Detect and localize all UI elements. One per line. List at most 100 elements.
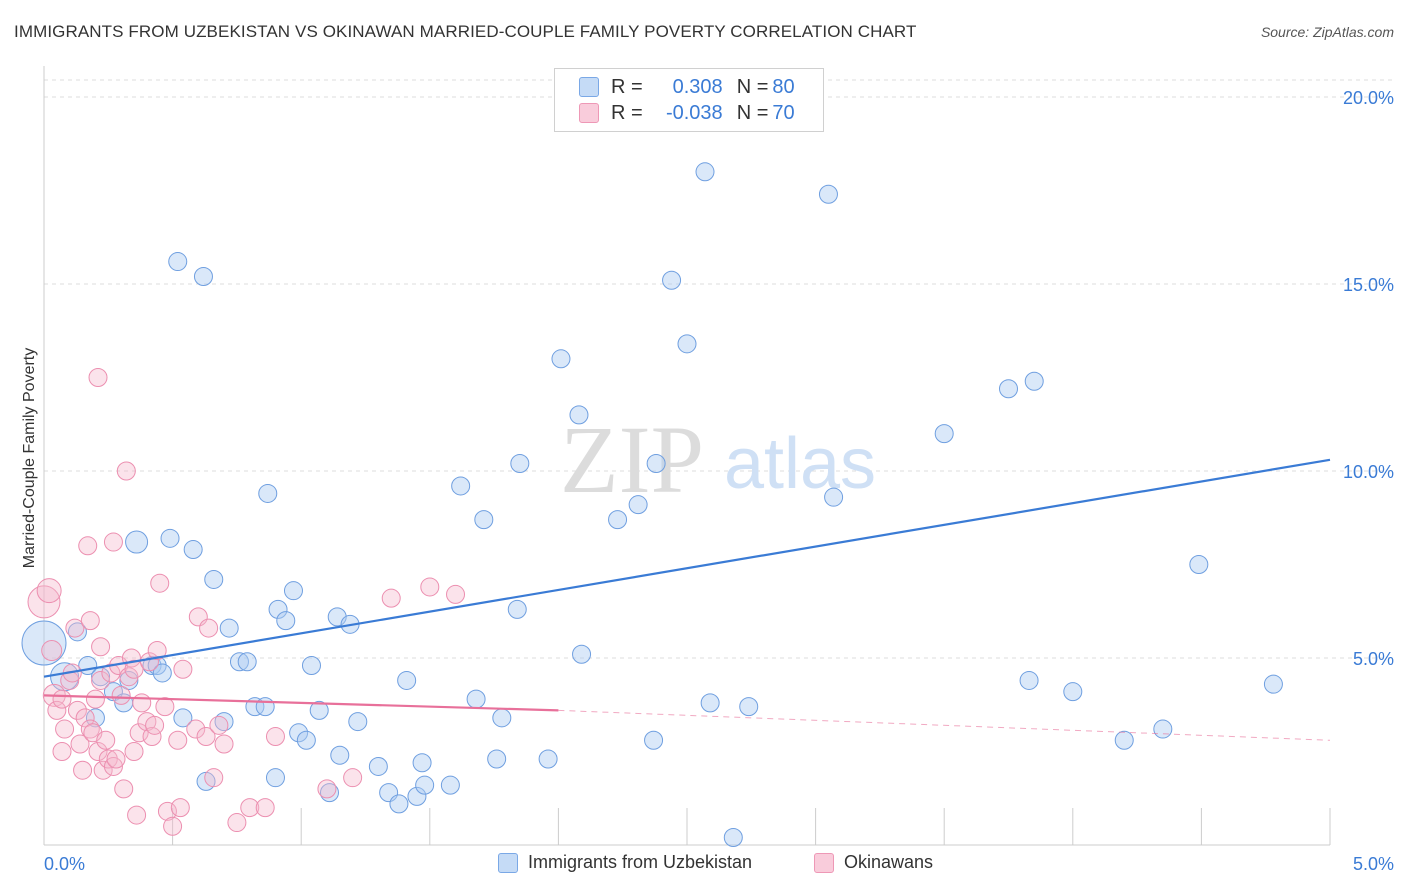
- data-point-okinawan: [129, 723, 149, 743]
- data-point-okinawan: [96, 730, 116, 750]
- data-point-uzbekistan: [319, 783, 339, 803]
- data-point-okinawan: [116, 461, 136, 481]
- data-point-okinawan: [41, 640, 63, 662]
- data-point-okinawan: [145, 715, 165, 735]
- data-point-uzbekistan: [440, 775, 460, 795]
- n-label: N =: [736, 75, 769, 98]
- data-point-okinawan: [317, 779, 337, 799]
- data-point-uzbekistan: [510, 454, 530, 474]
- data-point-uzbekistan: [160, 528, 180, 548]
- watermark: ZIP atlas: [560, 406, 876, 513]
- tick-label-layer: 5.0% 10.0% 15.0% 20.0% 0.0% 5.0%: [44, 88, 1394, 874]
- data-point-okinawan: [199, 618, 219, 638]
- data-point-okinawan: [255, 798, 275, 818]
- data-point-uzbekistan: [538, 749, 558, 769]
- data-point-okinawan: [209, 715, 229, 735]
- data-point-okinawan: [265, 727, 285, 747]
- data-point-okinawan: [147, 641, 167, 661]
- data-point-okinawan: [65, 618, 85, 638]
- data-point-uzbekistan: [283, 581, 303, 601]
- y-tick-label: 20.0%: [1343, 88, 1394, 108]
- data-point-okinawan: [157, 801, 177, 821]
- n-label: N =: [736, 101, 769, 124]
- data-point-uzbekistan: [237, 652, 257, 672]
- points-layer: [21, 162, 1283, 848]
- data-point-uzbekistan: [999, 379, 1018, 399]
- data-point-uzbekistan: [85, 708, 105, 728]
- data-point-okinawan: [150, 573, 170, 593]
- data-point-uzbekistan: [229, 652, 249, 672]
- watermark-zip: ZIP: [560, 406, 704, 513]
- data-point-uzbekistan: [1063, 682, 1083, 702]
- data-point-okinawan: [227, 813, 247, 833]
- r-label: R =: [611, 101, 643, 124]
- data-point-uzbekistan: [695, 162, 715, 182]
- data-point-okinawan: [91, 670, 111, 690]
- data-point-okinawan: [446, 584, 466, 604]
- stats-legend: R = 0.308 N = 80 R = -0.038 N = 70: [554, 68, 824, 132]
- data-point-uzbekistan: [204, 569, 224, 589]
- trend-layer: [43, 458, 1331, 741]
- data-point-uzbekistan: [739, 697, 759, 717]
- legend-swatch-pink: [814, 852, 834, 873]
- legend-swatch-pink: [579, 103, 599, 123]
- data-point-okinawan: [132, 693, 152, 713]
- y-tick-label: 5.0%: [1353, 649, 1394, 669]
- data-point-okinawan: [103, 532, 123, 552]
- data-point-okinawan: [80, 611, 100, 631]
- data-point-okinawan: [67, 700, 87, 720]
- data-point-okinawan: [142, 727, 162, 747]
- data-point-uzbekistan: [1019, 670, 1039, 690]
- data-point-okinawan: [124, 659, 144, 679]
- data-point-okinawan: [214, 734, 234, 754]
- trendline-okinawan: [43, 694, 559, 712]
- data-point-okinawan: [75, 708, 95, 728]
- data-point-uzbekistan: [348, 712, 368, 732]
- data-point-okinawan: [88, 742, 108, 761]
- stats-legend-row-pink: R = -0.038 N = 70: [579, 101, 795, 125]
- trendline-okinawan: [558, 709, 1331, 741]
- data-point-uzbekistan: [824, 487, 844, 507]
- data-point-uzbekistan: [407, 786, 427, 806]
- data-point-uzbekistan: [397, 670, 417, 690]
- data-point-uzbekistan: [569, 405, 589, 425]
- data-point-uzbekistan: [219, 618, 239, 638]
- data-point-okinawan: [52, 742, 72, 761]
- data-point-uzbekistan: [492, 708, 512, 728]
- data-point-uzbekistan: [193, 267, 213, 287]
- data-point-okinawan: [114, 779, 134, 799]
- chart-title: IMMIGRANTS FROM UZBEKISTAN VS OKINAWAN M…: [14, 22, 917, 41]
- data-point-uzbekistan: [723, 828, 743, 848]
- data-point-okinawan: [101, 663, 121, 683]
- n-value: 70: [772, 101, 795, 124]
- data-point-okinawan: [111, 685, 131, 705]
- data-point-okinawan: [55, 719, 75, 739]
- data-point-okinawan: [36, 578, 62, 604]
- data-point-okinawan: [52, 689, 72, 709]
- data-point-okinawan: [80, 719, 100, 739]
- watermark-atlas: atlas: [724, 424, 876, 504]
- r-label: R =: [611, 75, 643, 98]
- data-point-uzbekistan: [628, 495, 648, 515]
- data-point-uzbekistan: [1153, 719, 1173, 739]
- data-point-okinawan: [127, 805, 147, 825]
- data-point-uzbekistan: [487, 749, 507, 769]
- data-point-okinawan: [420, 577, 440, 597]
- data-point-uzbekistan: [301, 655, 321, 675]
- data-point-uzbekistan: [415, 775, 435, 795]
- data-point-uzbekistan: [152, 663, 172, 683]
- data-point-okinawan: [163, 816, 183, 836]
- data-point-uzbekistan: [258, 483, 278, 503]
- data-point-uzbekistan: [507, 599, 527, 619]
- data-point-uzbekistan: [309, 700, 329, 720]
- data-point-uzbekistan: [1263, 674, 1283, 694]
- data-point-uzbekistan: [1114, 730, 1134, 750]
- data-point-uzbekistan: [677, 334, 697, 354]
- data-point-uzbekistan: [330, 745, 350, 765]
- data-point-uzbekistan: [551, 349, 571, 369]
- x-tick-label: 0.0%: [44, 854, 85, 874]
- data-point-uzbekistan: [1024, 371, 1044, 391]
- data-point-okinawan: [85, 689, 105, 709]
- grid-layer: [44, 79, 1394, 659]
- legend-label: Okinawans: [844, 852, 934, 872]
